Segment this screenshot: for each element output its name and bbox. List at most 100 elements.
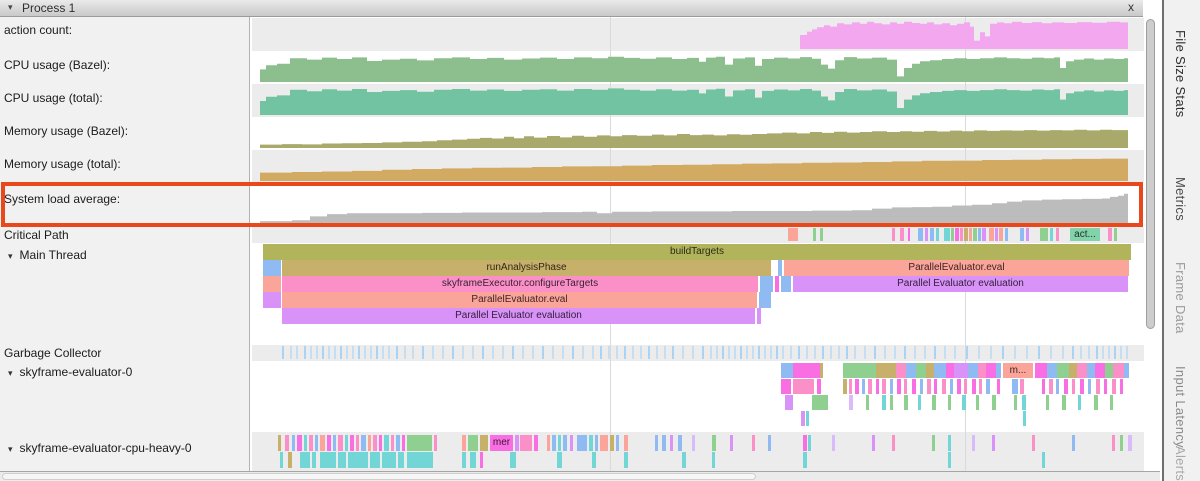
track-row-skyframe-evaluator-cpu-heavy-0[interactable]: mer bbox=[252, 432, 1144, 471]
trace-slice bbox=[982, 228, 986, 241]
trace-slice[interactable]: runAnalysisPhase bbox=[282, 260, 771, 276]
collapse-arrow-icon[interactable]: ▾ bbox=[8, 2, 13, 12]
trace-slice bbox=[462, 452, 466, 468]
trace-slice[interactable]: buildTargets bbox=[263, 244, 1131, 260]
track-row-cpu-total[interactable] bbox=[252, 84, 1144, 117]
trace-slice bbox=[1005, 228, 1008, 241]
gc-tick bbox=[682, 346, 684, 359]
gc-tick bbox=[482, 346, 484, 359]
gc-tick bbox=[404, 346, 406, 359]
trace-slice[interactable]: ParallelEvaluator.eval bbox=[282, 292, 757, 308]
trace-slice bbox=[692, 435, 695, 451]
trace-slice bbox=[315, 435, 318, 451]
trace-slice bbox=[866, 395, 869, 410]
trace-slice[interactable]: mer bbox=[490, 435, 513, 451]
gc-tick bbox=[582, 346, 584, 359]
gc-tick bbox=[624, 346, 626, 359]
track-label-text: Main Thread bbox=[19, 248, 87, 262]
trace-slice bbox=[882, 379, 886, 394]
trace-slice bbox=[1112, 435, 1115, 451]
track-row-main-thread[interactable]: buildTargets runAnalysisPhase ParallelEval… bbox=[252, 243, 1144, 345]
gc-tick bbox=[462, 346, 464, 359]
trace-slice bbox=[592, 452, 596, 468]
horizontal-scrollbar-thumb[interactable] bbox=[2, 473, 756, 480]
trace-slice[interactable]: m... bbox=[1003, 363, 1033, 378]
trace-slice[interactable]: ParallelEvaluator.eval bbox=[784, 260, 1129, 276]
track-label-cpu-bazel: CPU usage (Bazel): bbox=[4, 58, 110, 72]
track-label-main-thread[interactable]: ▾ Main Thread bbox=[8, 248, 87, 262]
trace-slice bbox=[662, 435, 666, 451]
collapse-arrow-icon[interactable]: ▾ bbox=[8, 444, 13, 454]
trace-slice bbox=[912, 379, 916, 394]
trace-slice bbox=[957, 379, 961, 394]
trace-slice[interactable]: act... bbox=[1070, 228, 1100, 241]
track-row-cpu-bazel[interactable] bbox=[252, 51, 1144, 84]
area-chart-mem-total bbox=[260, 158, 1128, 181]
gc-tick bbox=[1088, 346, 1090, 359]
track-row-garbage-collector[interactable] bbox=[252, 345, 1144, 361]
trace-slice bbox=[515, 435, 519, 451]
side-tab-alerts[interactable]: Alerts bbox=[1173, 446, 1188, 481]
gc-tick bbox=[282, 346, 284, 359]
track-row-action-count[interactable] bbox=[252, 18, 1144, 51]
trace-slice[interactable]: Parallel Evaluator evaluation bbox=[793, 276, 1128, 292]
trace-slice bbox=[992, 435, 995, 451]
close-icon[interactable]: x bbox=[1128, 0, 1134, 14]
track-label-text: action count: bbox=[4, 23, 73, 37]
horizontal-scrollbar[interactable] bbox=[0, 471, 1160, 481]
track-row-skyframe-evaluator-0[interactable]: m... bbox=[252, 361, 1144, 432]
trace-slice bbox=[973, 228, 977, 241]
gc-tick bbox=[608, 346, 610, 359]
gc-tick bbox=[798, 346, 800, 359]
trace-slice bbox=[1108, 228, 1112, 241]
collapse-arrow-icon[interactable]: ▾ bbox=[8, 251, 13, 261]
trace-slice[interactable]: Parallel Evaluator evaluation bbox=[282, 308, 755, 324]
trace-slice bbox=[936, 228, 939, 241]
trace-slice bbox=[986, 363, 996, 378]
track-label-critical-path: Critical Path bbox=[4, 228, 69, 242]
track-row-system-load[interactable] bbox=[252, 183, 1144, 227]
trace-slice bbox=[930, 228, 934, 241]
trace-slice bbox=[280, 452, 283, 468]
trace-slice bbox=[396, 435, 400, 451]
trace-slice bbox=[327, 435, 331, 451]
track-label-skyframe-evaluator-cpu-heavy-0[interactable]: ▾ skyframe-evaluator-cpu-heavy-0 bbox=[8, 441, 192, 455]
track-row-mem-bazel[interactable] bbox=[252, 117, 1144, 150]
trace-slice bbox=[900, 228, 904, 241]
trace-slice bbox=[996, 363, 1001, 378]
trace-slice bbox=[932, 435, 935, 451]
trace-slice bbox=[934, 363, 946, 378]
vertical-scrollbar-thumb[interactable] bbox=[1146, 19, 1155, 329]
track-label-skyframe-evaluator-0[interactable]: ▾ skyframe-evaluator-0 bbox=[8, 365, 132, 379]
gc-tick bbox=[442, 346, 444, 359]
trace-slice bbox=[1022, 395, 1026, 410]
side-tab-file-size-stats[interactable]: File Size Stats bbox=[1173, 30, 1188, 118]
side-tab-metrics[interactable]: Metrics bbox=[1173, 177, 1188, 221]
gc-tick bbox=[1126, 346, 1128, 359]
trace-slice bbox=[600, 435, 608, 451]
trace-slice bbox=[263, 292, 281, 308]
gc-tick bbox=[656, 346, 658, 359]
trace-slice bbox=[1069, 363, 1077, 378]
timeline-canvas[interactable]: act... buildTargets runAnalysisPhase Parall… bbox=[252, 17, 1144, 471]
process-header[interactable]: ▾ Process 1 x bbox=[0, 0, 1143, 17]
trace-slice bbox=[616, 435, 619, 451]
gc-tick bbox=[722, 346, 724, 359]
side-tab-input-latency[interactable]: Input Latency bbox=[1173, 366, 1188, 448]
trace-slice bbox=[843, 379, 847, 394]
trace-slice bbox=[950, 379, 953, 394]
trace-slice bbox=[926, 363, 934, 378]
trace-slice bbox=[948, 452, 951, 468]
trace-slice bbox=[682, 452, 686, 468]
trace-slice bbox=[292, 435, 295, 451]
trace-slice bbox=[1128, 435, 1132, 451]
track-row-mem-total[interactable] bbox=[252, 150, 1144, 183]
trace-slice bbox=[278, 435, 281, 451]
trace-slice bbox=[1057, 363, 1069, 378]
track-row-critical-path[interactable]: act... bbox=[252, 227, 1144, 243]
trace-slice[interactable]: skyframeExecutor.configureTargets bbox=[282, 276, 758, 292]
trace-slice bbox=[1046, 395, 1049, 410]
side-tab-frame-data[interactable]: Frame Data bbox=[1173, 262, 1188, 334]
trace-slice bbox=[678, 435, 682, 451]
collapse-arrow-icon[interactable]: ▾ bbox=[8, 368, 13, 378]
